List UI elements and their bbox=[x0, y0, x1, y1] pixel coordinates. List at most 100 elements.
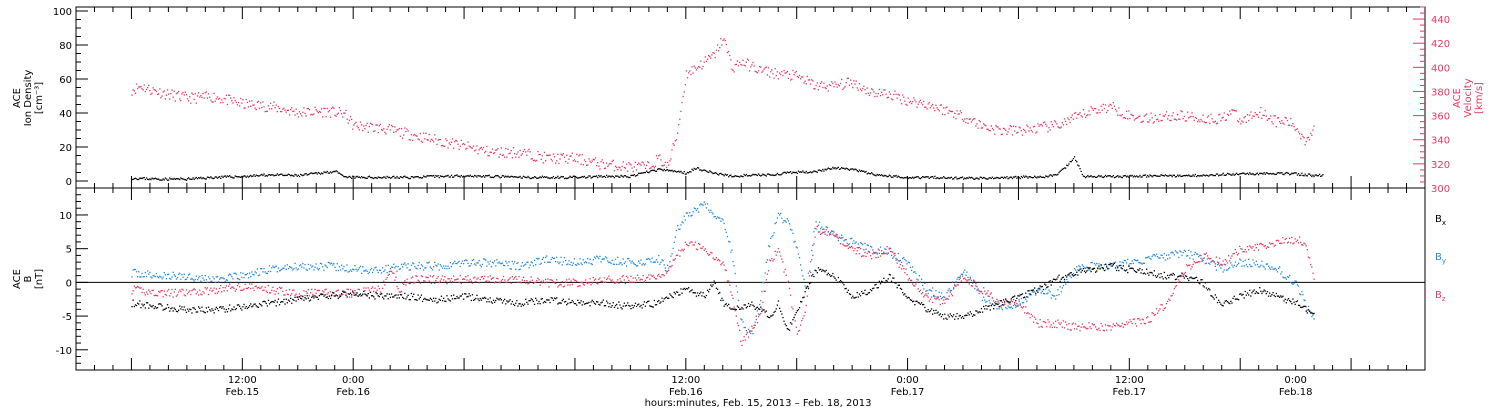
by-series-point bbox=[456, 263, 457, 264]
bz-series-point bbox=[817, 226, 818, 227]
bx-series-point bbox=[538, 301, 539, 302]
bz-series-point bbox=[874, 252, 875, 253]
density-series-point bbox=[840, 168, 841, 169]
density-series-point bbox=[1144, 175, 1145, 176]
by-series-point bbox=[1193, 259, 1194, 260]
by-series-point bbox=[1047, 292, 1048, 293]
density-axis-label-line: ACE bbox=[12, 88, 23, 108]
bx-series-point bbox=[532, 299, 533, 300]
density-series-point bbox=[433, 175, 434, 176]
velocity-series-point bbox=[1128, 110, 1129, 111]
bz-series-point bbox=[444, 276, 445, 277]
bz-series-point bbox=[196, 293, 197, 294]
by-series-point bbox=[1089, 270, 1090, 271]
density-tick-label: 0 bbox=[66, 177, 72, 188]
velocity-series-point bbox=[247, 102, 248, 103]
velocity-series-point bbox=[592, 160, 593, 161]
bz-series-point bbox=[678, 250, 679, 251]
velocity-series-point bbox=[249, 101, 250, 102]
by-series-point bbox=[667, 265, 668, 266]
bx-series-point bbox=[707, 290, 708, 291]
by-series-point bbox=[316, 263, 317, 264]
bz-series-point bbox=[403, 284, 404, 285]
velocity-series-point bbox=[842, 89, 843, 90]
by-series-point bbox=[571, 262, 572, 263]
velocity-series-point bbox=[1116, 110, 1117, 111]
velocity-series-point bbox=[867, 87, 868, 88]
density-series-point bbox=[226, 177, 227, 178]
by-series-point bbox=[1048, 290, 1049, 291]
bx-series-point bbox=[455, 298, 456, 299]
velocity-series-point bbox=[781, 71, 782, 72]
velocity-series-point bbox=[1278, 117, 1279, 118]
by-series-point bbox=[1073, 273, 1074, 274]
velocity-series-point bbox=[279, 108, 280, 109]
velocity-series-point bbox=[722, 40, 723, 41]
bz-series-point bbox=[459, 282, 460, 283]
velocity-series-point bbox=[481, 147, 482, 148]
velocity-series-point bbox=[483, 147, 484, 148]
bz-series-point bbox=[218, 291, 219, 292]
bz-series-point bbox=[552, 280, 553, 281]
velocity-series-point bbox=[1034, 126, 1035, 127]
density-series-point bbox=[596, 175, 597, 176]
by-series-point bbox=[556, 257, 557, 258]
velocity-series-point bbox=[800, 78, 801, 79]
by-series-point bbox=[1154, 254, 1155, 255]
bz-series-point bbox=[670, 266, 671, 267]
by-series-point bbox=[599, 256, 600, 257]
by-series-point bbox=[801, 270, 802, 271]
density-series-point bbox=[718, 174, 719, 175]
bz-series-point bbox=[171, 289, 172, 290]
velocity-series-point bbox=[436, 144, 437, 145]
bx-series-point bbox=[779, 308, 780, 309]
velocity-series-point bbox=[1289, 125, 1290, 126]
bz-series-point bbox=[789, 288, 790, 289]
velocity-series-point bbox=[736, 64, 737, 65]
by-series-point bbox=[451, 266, 452, 267]
velocity-series-point bbox=[1053, 126, 1054, 127]
bx-series-point bbox=[659, 303, 660, 304]
velocity-series-point bbox=[568, 159, 569, 160]
velocity-series-point bbox=[329, 110, 330, 111]
by-series-point bbox=[281, 269, 282, 270]
by-series-point bbox=[1296, 281, 1297, 282]
by-series-point bbox=[1271, 266, 1272, 267]
bz-series-point bbox=[1111, 329, 1112, 330]
velocity-series-point bbox=[1306, 141, 1307, 142]
bx-series-point bbox=[630, 308, 631, 309]
bz-series-point bbox=[1028, 313, 1029, 314]
bz-series-point bbox=[251, 284, 252, 285]
by-series-point bbox=[361, 273, 362, 274]
by-series-point bbox=[300, 264, 301, 265]
velocity-series-point bbox=[626, 164, 627, 165]
velocity-series-point bbox=[994, 134, 995, 135]
by-series-point bbox=[1248, 259, 1249, 260]
velocity-series-point bbox=[1165, 114, 1166, 115]
by-series-point bbox=[639, 263, 640, 264]
velocity-series-point bbox=[946, 107, 947, 108]
bz-series-point bbox=[1057, 320, 1058, 321]
bx-series-point bbox=[588, 302, 589, 303]
velocity-series-point bbox=[368, 132, 369, 133]
bx-series-point bbox=[624, 303, 625, 304]
velocity-series-point bbox=[961, 112, 962, 113]
density-series-point bbox=[1011, 177, 1012, 178]
bz-series-point bbox=[327, 294, 328, 295]
density-series-point bbox=[395, 177, 396, 178]
velocity-series-point bbox=[507, 149, 508, 150]
velocity-series-point bbox=[558, 163, 559, 164]
by-series-point bbox=[587, 258, 588, 259]
bx-series-point bbox=[348, 293, 349, 294]
bz-series-point bbox=[382, 288, 383, 289]
velocity-series-point bbox=[520, 150, 521, 151]
bz-series-point bbox=[1201, 261, 1202, 262]
velocity-series-point bbox=[1004, 128, 1005, 129]
velocity-series-point bbox=[1157, 119, 1158, 120]
velocity-series-point bbox=[734, 71, 735, 72]
bz-series-point bbox=[857, 250, 858, 251]
bz-series-point bbox=[930, 299, 931, 300]
velocity-series-point bbox=[1070, 122, 1071, 123]
bx-series-point bbox=[603, 299, 604, 300]
bz-series-point bbox=[1128, 322, 1129, 323]
